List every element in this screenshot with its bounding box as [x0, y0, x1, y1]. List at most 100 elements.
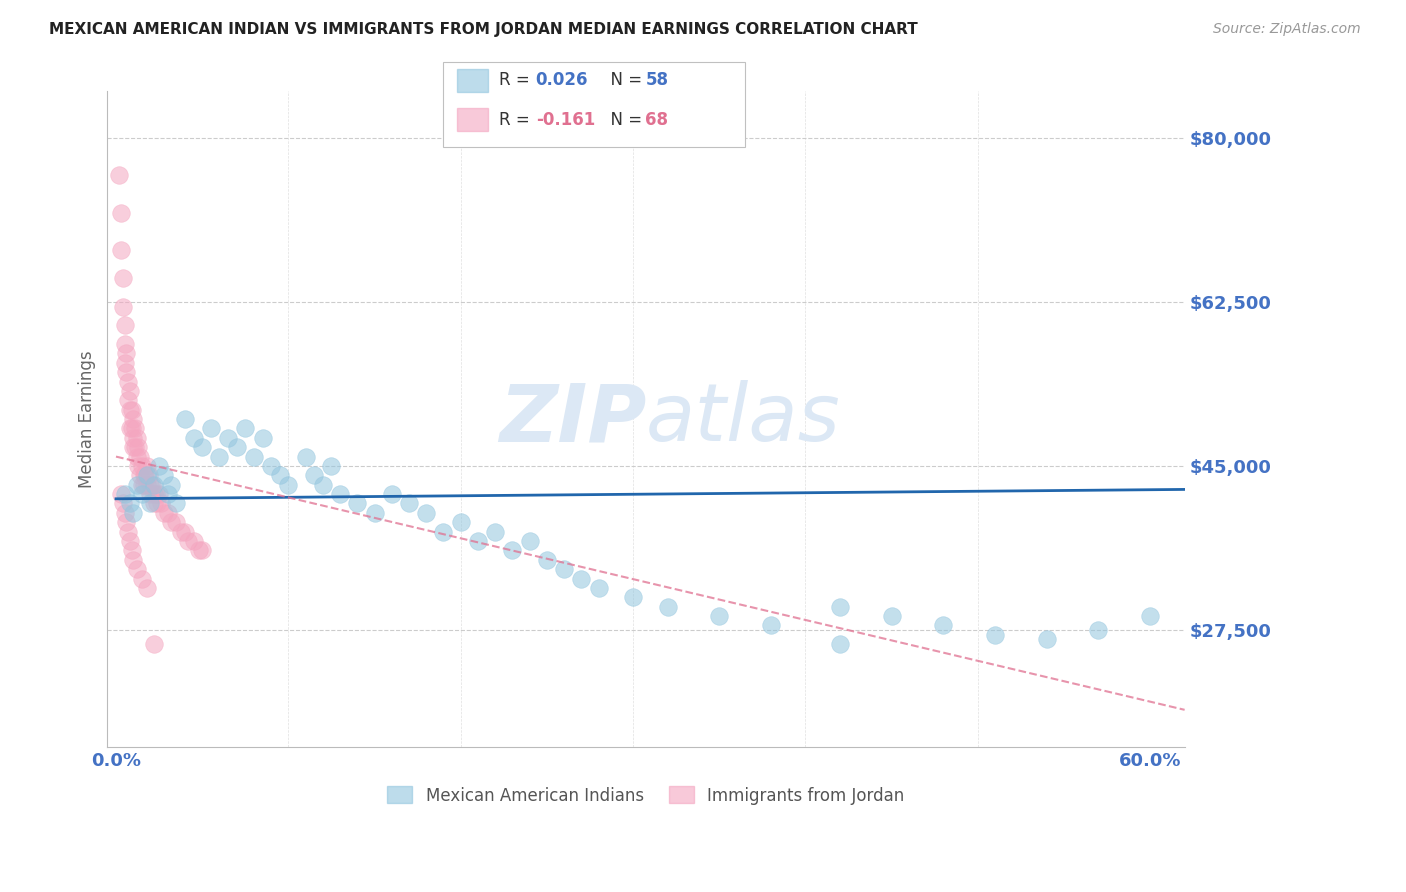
Point: [156, 487, 179, 501]
Text: -0.161: -0.161: [536, 111, 595, 128]
Point: [165, 515, 187, 529]
Point: [932, 618, 955, 632]
Point: [124, 421, 146, 435]
Point: [657, 599, 679, 614]
Point: [467, 534, 489, 549]
Point: [139, 487, 162, 501]
Point: [880, 609, 903, 624]
Point: [125, 450, 148, 464]
Point: [484, 524, 506, 539]
Text: atlas: atlas: [645, 380, 841, 458]
Point: [139, 496, 162, 510]
Point: [217, 431, 239, 445]
Point: [141, 477, 163, 491]
Point: [148, 458, 170, 473]
Point: [129, 450, 152, 464]
Point: [131, 458, 153, 473]
Point: [191, 440, 214, 454]
Point: [132, 477, 155, 491]
Point: [117, 375, 139, 389]
Point: [233, 421, 256, 435]
Point: [122, 431, 145, 445]
Point: [114, 337, 136, 351]
Point: [174, 524, 197, 539]
Point: [153, 506, 176, 520]
Point: [114, 318, 136, 333]
Point: [588, 581, 610, 595]
Point: [183, 431, 205, 445]
Point: [118, 421, 141, 435]
Point: [160, 477, 183, 491]
Point: [709, 609, 731, 624]
Point: [136, 468, 159, 483]
Point: [142, 496, 165, 510]
Point: [122, 412, 145, 426]
Point: [131, 487, 153, 501]
Point: [125, 562, 148, 576]
Point: [127, 458, 149, 473]
Point: [381, 487, 404, 501]
Point: [136, 581, 159, 595]
Point: [346, 496, 368, 510]
Point: [115, 346, 138, 360]
Point: [312, 477, 335, 491]
Point: [1087, 623, 1109, 637]
Point: [110, 206, 132, 220]
Point: [139, 477, 162, 491]
Point: [121, 543, 143, 558]
Point: [208, 450, 231, 464]
Point: [519, 534, 541, 549]
Point: [1035, 632, 1057, 647]
Point: [536, 553, 558, 567]
Point: [165, 496, 187, 510]
Point: [621, 591, 644, 605]
Point: [132, 468, 155, 483]
Point: [111, 271, 134, 285]
Point: [187, 543, 209, 558]
Point: [127, 440, 149, 454]
Point: [114, 356, 136, 370]
Point: [111, 300, 134, 314]
Y-axis label: Median Earnings: Median Earnings: [79, 351, 96, 488]
Point: [828, 637, 851, 651]
Point: [260, 458, 283, 473]
Point: [501, 543, 523, 558]
Point: [828, 599, 851, 614]
Point: [450, 515, 472, 529]
Text: N =: N =: [600, 71, 648, 89]
Point: [146, 496, 169, 510]
Point: [136, 477, 159, 491]
Point: [415, 506, 437, 520]
Point: [321, 458, 343, 473]
Point: [153, 468, 176, 483]
Point: [269, 468, 291, 483]
Point: [243, 450, 266, 464]
Point: [129, 468, 152, 483]
Point: [118, 384, 141, 398]
Point: [553, 562, 575, 576]
Text: R =: R =: [499, 111, 536, 128]
Point: [142, 487, 165, 501]
Point: [118, 496, 141, 510]
Point: [1139, 609, 1161, 624]
Point: [125, 477, 148, 491]
Point: [125, 431, 148, 445]
Point: [118, 402, 141, 417]
Point: [183, 534, 205, 549]
Text: R =: R =: [499, 71, 536, 89]
Point: [984, 628, 1007, 642]
Point: [174, 412, 197, 426]
Point: [329, 487, 352, 501]
Point: [134, 468, 156, 483]
Point: [110, 244, 132, 258]
Point: [115, 365, 138, 379]
Text: ZIP: ZIP: [499, 380, 645, 458]
Point: [117, 393, 139, 408]
Point: [138, 468, 160, 483]
Text: 68: 68: [645, 111, 668, 128]
Point: [124, 440, 146, 454]
Point: [302, 468, 325, 483]
Point: [170, 524, 193, 539]
Point: [121, 402, 143, 417]
Point: [108, 168, 131, 182]
